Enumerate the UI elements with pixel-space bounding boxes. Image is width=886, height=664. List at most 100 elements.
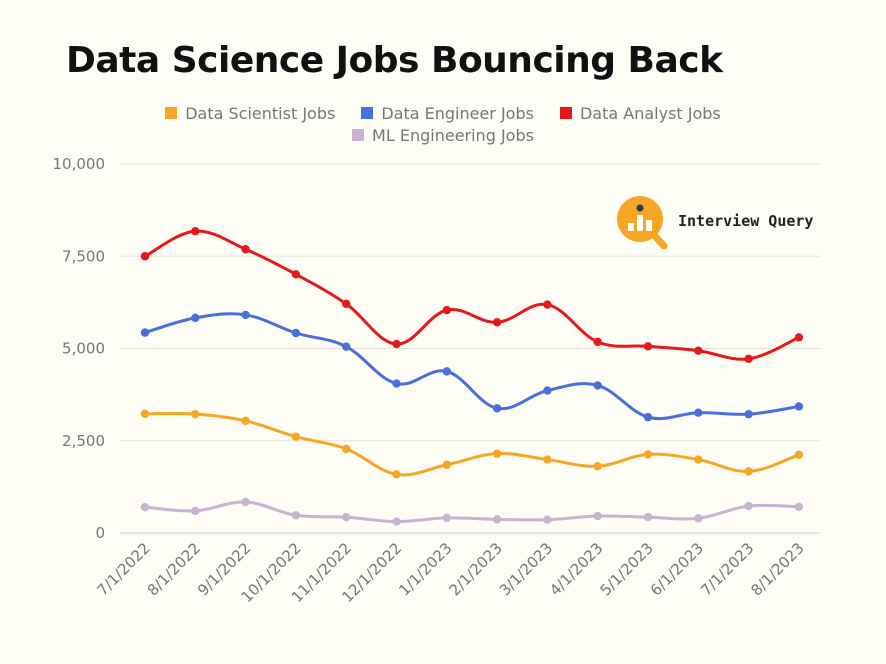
legend-item-data-engineer: Data Engineer Jobs xyxy=(361,104,534,123)
series-line-data-analyst-jobs xyxy=(143,229,801,361)
x-tick-label: 7/1/2022 xyxy=(93,539,153,599)
point-ml-engineering-jobs xyxy=(694,514,703,523)
legend-swatch-ml-engineering xyxy=(352,129,365,141)
series-line-data-scientist-jobs xyxy=(143,412,801,477)
point-data-scientist-jobs xyxy=(342,444,351,454)
point-data-scientist-jobs xyxy=(392,470,401,479)
point-data-analyst-jobs xyxy=(744,354,753,364)
point-data-scientist-jobs xyxy=(694,455,703,464)
legend-swatch-data-analyst xyxy=(559,107,572,119)
point-data-analyst-jobs xyxy=(241,245,250,254)
point-data-scientist-jobs xyxy=(593,462,602,471)
y-tick-label: 5,000 xyxy=(62,340,105,358)
x-tick-label: 4/1/2023 xyxy=(546,539,606,599)
point-ml-engineering-jobs xyxy=(794,502,804,512)
point-data-scientist-jobs xyxy=(140,409,150,419)
point-data-engineer-jobs xyxy=(442,367,451,376)
point-data-engineer-jobs xyxy=(241,310,250,320)
point-data-analyst-jobs xyxy=(392,339,401,349)
y-axis: 0 2,500 5,000 7,500 10,000 xyxy=(53,155,106,542)
point-ml-engineering-jobs xyxy=(392,517,401,526)
y-tick-label: 7,500 xyxy=(62,247,105,265)
legend-label-data-scientist: Data Scientist Jobs xyxy=(185,103,336,123)
point-data-analyst-jobs xyxy=(342,299,351,309)
point-data-analyst-jobs xyxy=(191,226,200,236)
point-data-scientist-jobs xyxy=(241,416,250,426)
legend-item-data-scientist: Data Scientist Jobs xyxy=(165,104,335,123)
point-ml-engineering-jobs xyxy=(191,506,200,516)
point-data-engineer-jobs xyxy=(191,313,200,323)
point-data-engineer-jobs xyxy=(291,328,301,338)
legend-row-1: Data Scientist Jobs Data Engineer Jobs D… xyxy=(0,102,886,124)
point-data-engineer-jobs xyxy=(140,328,150,337)
series-lines xyxy=(143,229,801,524)
point-ml-engineering-jobs xyxy=(442,513,451,523)
point-data-scientist-jobs xyxy=(643,450,653,459)
x-tick-label: 3/1/2023 xyxy=(496,539,556,599)
x-tick-label: 1/1/2023 xyxy=(395,539,455,599)
legend-row-2: ML Engineering Jobs xyxy=(0,124,886,146)
legend-swatch-data-engineer xyxy=(361,107,374,119)
point-data-analyst-jobs xyxy=(442,305,451,315)
point-data-analyst-jobs xyxy=(543,300,552,309)
legend-item-ml-engineering: ML Engineering Jobs xyxy=(352,126,534,145)
y-tick-label: 0 xyxy=(95,524,105,542)
legend-label-data-analyst: Data Analyst Jobs xyxy=(579,103,721,123)
x-tick-label: 7/1/2023 xyxy=(697,539,757,599)
point-data-engineer-jobs xyxy=(543,386,552,395)
point-data-scientist-jobs xyxy=(442,460,451,469)
point-data-analyst-jobs xyxy=(794,333,804,342)
legend-swatch-data-scientist xyxy=(165,107,178,119)
point-ml-engineering-jobs xyxy=(643,512,653,522)
point-data-analyst-jobs xyxy=(291,270,301,279)
legend-item-data-analyst: Data Analyst Jobs xyxy=(559,103,721,123)
x-tick-label: 2/1/2023 xyxy=(446,539,506,599)
x-tick-label: 8/1/2022 xyxy=(144,539,204,599)
point-data-engineer-jobs xyxy=(392,379,401,388)
chart-legend: Data Scientist Jobs Data Engineer Jobs D… xyxy=(0,102,886,146)
gridlines xyxy=(120,163,820,534)
x-tick-label: 5/1/2023 xyxy=(596,539,656,599)
point-ml-engineering-jobs xyxy=(593,511,602,521)
point-data-analyst-jobs xyxy=(492,318,502,327)
series-line-data-engineer-jobs xyxy=(143,312,801,421)
point-data-engineer-jobs xyxy=(794,402,804,411)
point-ml-engineering-jobs xyxy=(492,515,502,524)
point-data-scientist-jobs xyxy=(794,450,804,459)
point-data-scientist-jobs xyxy=(543,455,552,464)
point-ml-engineering-jobs xyxy=(140,502,150,512)
series-line-ml-engineering-jobs xyxy=(143,500,801,524)
point-data-analyst-jobs xyxy=(140,252,150,261)
series-points xyxy=(140,226,804,526)
chart-title: Data Science Jobs Bouncing Back xyxy=(66,40,723,81)
point-data-scientist-jobs xyxy=(744,467,753,476)
point-data-analyst-jobs xyxy=(593,337,602,347)
point-data-scientist-jobs xyxy=(492,449,502,458)
point-data-engineer-jobs xyxy=(694,408,703,417)
x-tick-label: 6/1/2023 xyxy=(647,539,707,599)
point-data-engineer-jobs xyxy=(744,409,753,419)
legend-label-data-engineer: Data Engineer Jobs xyxy=(381,103,534,123)
point-data-engineer-jobs xyxy=(643,412,653,422)
legend-label-ml-engineering: ML Engineering Jobs xyxy=(372,125,534,145)
x-axis: 7/1/20228/1/20229/1/202210/1/202211/1/20… xyxy=(93,539,807,606)
point-ml-engineering-jobs xyxy=(543,515,552,524)
point-data-scientist-jobs xyxy=(191,409,200,419)
magnifier-bar-chart-icon xyxy=(617,196,668,249)
point-data-engineer-jobs xyxy=(492,404,502,413)
point-ml-engineering-jobs xyxy=(241,497,250,507)
point-data-engineer-jobs xyxy=(593,381,602,390)
point-data-scientist-jobs xyxy=(291,432,301,441)
point-data-engineer-jobs xyxy=(342,342,351,351)
point-ml-engineering-jobs xyxy=(342,512,351,522)
point-ml-engineering-jobs xyxy=(291,511,301,520)
point-ml-engineering-jobs xyxy=(744,501,753,511)
interview-query-logo: Interview Query xyxy=(614,193,813,249)
point-data-analyst-jobs xyxy=(694,346,703,355)
y-tick-label: 10,000 xyxy=(53,155,106,173)
y-tick-label: 2,500 xyxy=(62,432,105,450)
logo-text: Interview Query xyxy=(678,212,814,230)
point-data-analyst-jobs xyxy=(643,342,653,351)
x-tick-label: 8/1/2023 xyxy=(747,539,807,599)
